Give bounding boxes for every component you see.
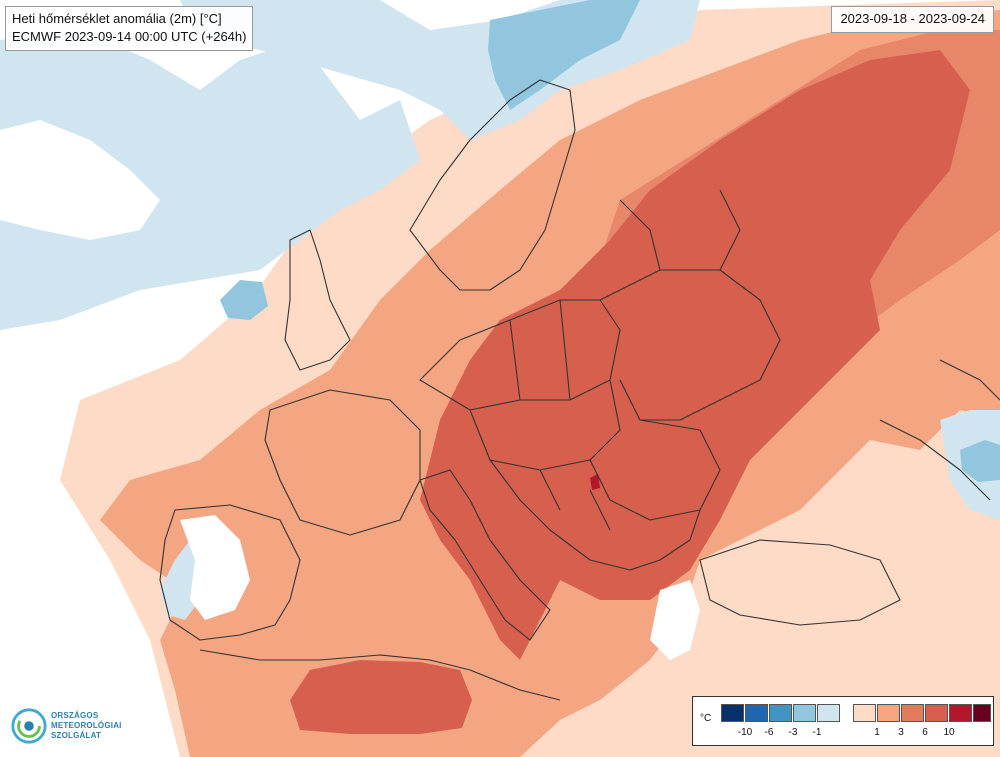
- omsz-swirl-icon: [11, 708, 47, 744]
- legend-swatch-warm-6: [973, 704, 991, 722]
- legend-swatch-warm-2: [877, 704, 900, 722]
- anomaly-zone-red: [420, 50, 970, 660]
- legend-swatch-warm-3: [901, 704, 924, 722]
- legend-tick-cold-2: -6: [764, 727, 774, 738]
- anomaly-zone-light-blue-atlantic: [0, 30, 420, 330]
- map-title-box: Heti hőmérséklet anomália (2m) [°C] ECMW…: [5, 6, 254, 51]
- legend-tick-cold-4: -1: [812, 727, 822, 738]
- anomaly-zone-mid-blue-ireland: [220, 280, 268, 320]
- legend-tick-cold-1: -10: [737, 727, 753, 738]
- legend-tick-warm-2: 3: [898, 727, 904, 738]
- anomaly-zone-neutral-atlantic: [0, 120, 160, 240]
- country-borders: [159, 79, 1000, 701]
- legend-swatch-cold-4: [793, 704, 816, 722]
- logo-text-line1: ORSZÁGOS: [51, 711, 99, 720]
- anomaly-zone-neutral-iberia: [180, 515, 250, 620]
- anomaly-zone-dark-red: [590, 474, 600, 490]
- legend-swatch-warm-1: [853, 704, 876, 722]
- legend-tick-warm-1: 1: [874, 727, 880, 738]
- legend-tick-cold-3: -3: [788, 727, 798, 738]
- date-range: 2023-09-18 - 2023-09-24: [840, 11, 985, 26]
- anomaly-zone-red-africa: [290, 660, 472, 734]
- legend-tick-warm-4: 10: [943, 727, 955, 738]
- map-title: Heti hőmérséklet anomália (2m) [°C]: [12, 11, 222, 26]
- legend-swatch-cold-3: [769, 704, 792, 722]
- legend-swatch-cold-5: [817, 704, 840, 722]
- legend-swatch-warm-5: [949, 704, 972, 722]
- anomaly-zone-neutral-greece: [650, 580, 700, 660]
- date-range-box: 2023-09-18 - 2023-09-24: [831, 6, 994, 33]
- logo-text-line2: METEOROLÓGIAI: [51, 721, 122, 730]
- legend-swatch-cold-2: [745, 704, 768, 722]
- legend-swatch-warm-4: [925, 704, 948, 722]
- anomaly-zone-mid-blue-caucasus: [960, 440, 1000, 482]
- legend-tick-warm-3: 6: [922, 727, 928, 738]
- logo-text-line3: SZOLGÁLAT: [51, 731, 102, 740]
- omsz-logo: ORSZÁGOS METEOROLÓGIAI SZOLGÁLAT: [8, 704, 130, 748]
- color-legend: °C -10 -6 -3 -1 1 3 6 10: [692, 696, 994, 746]
- model-run-label: ECMWF 2023-09-14 00:00 UTC (+264h): [12, 29, 247, 44]
- anomaly-zone-mid-blue-scandinavia: [488, 0, 640, 110]
- legend-swatch-cold-1: [721, 704, 744, 722]
- legend-unit: °C: [700, 713, 712, 724]
